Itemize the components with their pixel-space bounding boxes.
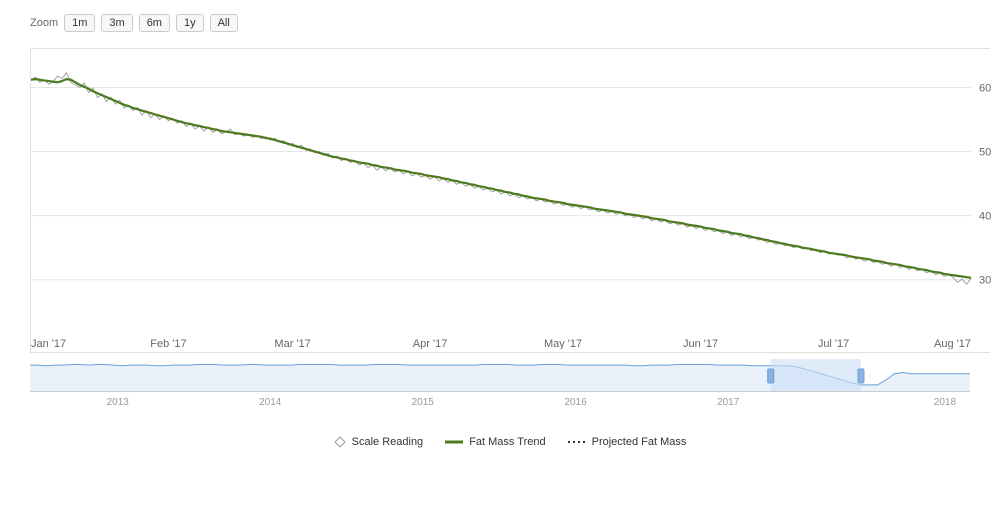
- svg-text:2016: 2016: [564, 397, 587, 408]
- svg-text:30: 30: [979, 275, 991, 287]
- dotted-line-icon: [568, 437, 586, 447]
- svg-text:Jan '17: Jan '17: [31, 338, 66, 349]
- svg-text:Feb '17: Feb '17: [150, 338, 186, 349]
- zoom-3m-button[interactable]: 3m: [101, 14, 132, 32]
- legend-item-projected-fat-mass[interactable]: Projected Fat Mass: [568, 436, 687, 448]
- legend-item-scale-reading[interactable]: Scale Reading: [334, 436, 424, 448]
- zoom-1y-button[interactable]: 1y: [176, 14, 204, 32]
- zoom-1m-button[interactable]: 1m: [64, 14, 95, 32]
- navigator-chart-svg: 2013 2014 2015 2016 2017 2018: [30, 359, 990, 409]
- legend-item-fat-mass-trend[interactable]: Fat Mass Trend: [445, 436, 545, 448]
- navigator-handle: [768, 369, 774, 383]
- legend-label: Fat Mass Trend: [469, 436, 545, 448]
- main-chart-svg: 30 40 50 60 Jan '17 Feb '17 Mar '17 Apr '17 May …: [31, 49, 991, 349]
- zoom-6m-button[interactable]: 6m: [139, 14, 170, 32]
- svg-text:Apr '17: Apr '17: [413, 338, 448, 349]
- svg-text:Jun '17: Jun '17: [683, 338, 718, 349]
- chart-legend: Scale Reading Fat Mass Trend Projected F…: [30, 436, 990, 448]
- navigator-handle: [858, 369, 864, 383]
- line-swatch-icon: [445, 437, 463, 447]
- zoom-controls: Zoom 1m 3m 6m 1y All: [30, 14, 978, 32]
- svg-text:2015: 2015: [412, 397, 435, 408]
- svg-text:Aug '17: Aug '17: [934, 338, 971, 349]
- main-chart[interactable]: 30 40 50 60 Jan '17 Feb '17 Mar '17 Apr '17 May …: [30, 48, 990, 353]
- svg-text:40: 40: [979, 211, 991, 223]
- svg-text:50: 50: [979, 147, 991, 159]
- svg-text:Jul '17: Jul '17: [818, 338, 849, 349]
- svg-text:2014: 2014: [259, 397, 282, 408]
- legend-label: Scale Reading: [352, 436, 424, 448]
- diamond-marker-icon: [334, 436, 346, 448]
- svg-text:2013: 2013: [107, 397, 130, 408]
- svg-text:2017: 2017: [717, 397, 740, 408]
- legend-label: Projected Fat Mass: [592, 436, 687, 448]
- svg-text:Mar '17: Mar '17: [274, 338, 310, 349]
- zoom-all-button[interactable]: All: [210, 14, 238, 32]
- svg-text:60: 60: [979, 82, 991, 94]
- navigator-chart[interactable]: 2013 2014 2015 2016 2017 2018: [30, 359, 990, 412]
- zoom-label: Zoom: [30, 17, 58, 29]
- svg-text:May '17: May '17: [544, 338, 582, 349]
- svg-text:2018: 2018: [934, 397, 957, 408]
